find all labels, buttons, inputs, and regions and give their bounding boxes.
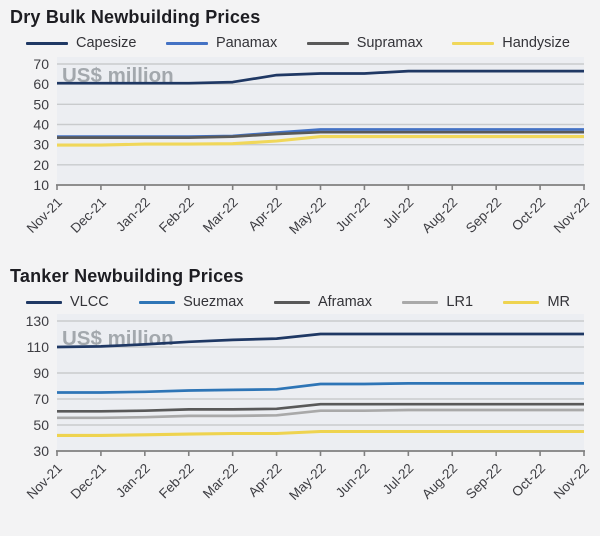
series-line-lr1 xyxy=(57,408,584,420)
legend-label: Aframax xyxy=(317,294,372,310)
x-tick-label: Nov-22 xyxy=(551,195,592,236)
chart-title-dry-bulk: Dry Bulk Newbuilding Prices xyxy=(10,7,261,27)
chart-title-tanker: Tanker Newbuilding Prices xyxy=(10,266,244,286)
x-tick-label: Jan-22 xyxy=(113,195,153,235)
legend-label: Capesize xyxy=(76,35,137,51)
x-tick-label: Dec-21 xyxy=(68,461,109,502)
series-line-handysize xyxy=(57,135,584,147)
y-tick-label: 110 xyxy=(27,339,50,355)
legend-label: Handysize xyxy=(502,35,570,51)
x-tick-label: Sep-22 xyxy=(463,461,504,502)
series-line-supramax xyxy=(57,130,584,139)
x-tick-label: Jul-22 xyxy=(380,195,417,232)
series-line-capesize xyxy=(57,69,584,85)
legend-line-swatch-capesize xyxy=(26,41,68,45)
legend-line-swatch-panamax xyxy=(165,41,208,45)
legend-item-suezmax: Suezmax xyxy=(139,294,244,310)
x-tick-label: Feb-22 xyxy=(156,195,197,236)
x-tick-label: Nov-21 xyxy=(24,195,65,236)
x-tick-label: Apr-22 xyxy=(245,195,284,234)
legend-label: Supramax xyxy=(356,35,423,51)
legend-item-capesize: Capesize xyxy=(26,35,136,51)
legend-item-panamax: Panamax xyxy=(165,35,278,51)
legend-line-swatch-supramax xyxy=(306,41,349,45)
x-tick-label: May-22 xyxy=(286,195,328,237)
y-tick-label: 10 xyxy=(33,177,49,193)
legend-line-swatch-lr1 xyxy=(402,300,439,304)
legend-dry-bulk: Capesize Panamax Supramax Handysize xyxy=(0,34,600,52)
legend-item-lr1: LR1 xyxy=(402,294,473,310)
tanker-chart-section: Tanker Newbuilding Prices VLCC Suezmax Afr… xyxy=(0,264,600,509)
y-tick-label: 70 xyxy=(33,56,49,72)
y-tick-label: 60 xyxy=(33,76,49,92)
x-tick-label: Aug-22 xyxy=(419,195,460,236)
legend-label: Panamax xyxy=(215,35,278,51)
y-tick-label: 90 xyxy=(33,365,49,381)
legend-label: MR xyxy=(547,294,570,310)
x-tick-label: Oct-22 xyxy=(509,195,548,234)
series-line-mr xyxy=(57,429,584,437)
y-tick-label: 20 xyxy=(33,157,49,173)
x-tick-label: Jun-22 xyxy=(333,195,373,235)
x-tick-label: Jul-22 xyxy=(380,461,417,498)
legend-item-supramax: Supramax xyxy=(306,35,423,51)
x-tick-label: Aug-22 xyxy=(419,461,460,502)
legend-label: VLCC xyxy=(70,294,109,310)
x-tick-label: Dec-21 xyxy=(68,195,109,236)
x-tick-label: May-22 xyxy=(286,461,328,503)
y-tick-label: 30 xyxy=(33,137,49,153)
legend-item-aframax: Aframax xyxy=(273,294,372,310)
plot-area xyxy=(57,57,584,185)
x-tick-label: Nov-22 xyxy=(551,461,592,502)
x-tick-label: Apr-22 xyxy=(245,461,284,500)
x-tick-label: Jun-22 xyxy=(333,461,373,501)
legend-item-handysize: Handysize xyxy=(452,35,570,51)
x-tick-label: Mar-22 xyxy=(200,461,241,502)
legend-label: LR1 xyxy=(446,294,474,310)
series-line-vlcc xyxy=(56,332,584,349)
legend-tanker: VLCC Suezmax Aframax LR1 MR xyxy=(0,293,600,311)
legend-line-swatch-mr xyxy=(503,300,540,304)
x-tick-label: Feb-22 xyxy=(156,461,197,502)
x-tick-label: Mar-22 xyxy=(200,195,241,236)
x-tick-label: Jan-22 xyxy=(113,461,153,501)
legend-item-mr: MR xyxy=(503,294,570,310)
series-line-suezmax xyxy=(57,382,584,394)
legend-item-vlcc: VLCC xyxy=(26,294,109,310)
x-tick-label: Nov-21 xyxy=(24,461,65,502)
legend-line-swatch-suezmax xyxy=(139,300,176,304)
legend-line-swatch-handysize xyxy=(452,41,495,45)
y-tick-label: 130 xyxy=(26,313,50,329)
y-tick-label: 50 xyxy=(33,96,49,112)
legend-line-swatch-aframax xyxy=(273,300,310,304)
dry-bulk-chart-section: Dry Bulk Newbuilding Prices Capesize Pana… xyxy=(0,5,600,244)
y-tick-label: 40 xyxy=(33,117,49,133)
legend-line-swatch-vlcc xyxy=(26,300,62,304)
plot-dry-bulk: US$ million 10 20 30 40 50 60 70 Nov-21 Dec-21 Jan… xyxy=(24,56,592,237)
y-tick-label: 30 xyxy=(33,443,49,459)
y-tick-label: 50 xyxy=(33,417,49,433)
y-tick-label: 70 xyxy=(33,391,49,407)
unit-watermark: US$ million xyxy=(62,64,174,87)
series-line-aframax xyxy=(57,402,584,413)
x-tick-label: Oct-22 xyxy=(509,461,548,500)
legend-label: Suezmax xyxy=(183,294,244,310)
x-tick-label: Sep-22 xyxy=(463,195,504,236)
